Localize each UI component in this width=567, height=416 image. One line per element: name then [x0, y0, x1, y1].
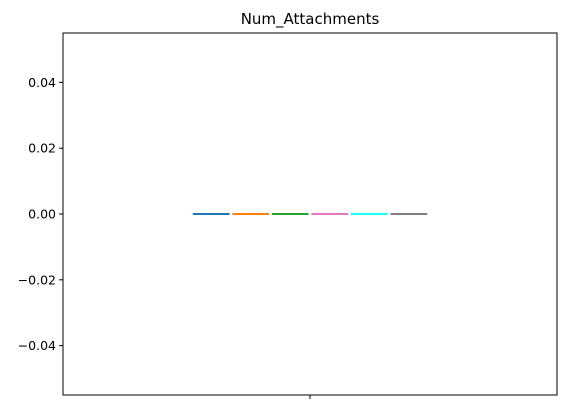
bar [232, 213, 270, 215]
bar [350, 213, 388, 215]
chart-title: Num_Attachments [241, 10, 380, 29]
y-tick-label: 0.04 [28, 75, 56, 90]
bar-group [192, 213, 428, 215]
y-tick-label: −0.04 [18, 338, 56, 353]
bar [271, 213, 309, 215]
y-tick-label: 0.02 [28, 141, 56, 156]
plot-area [62, 32, 558, 396]
bar [390, 213, 428, 215]
bar [311, 213, 349, 215]
y-axis: 0.04 0.02 0.00 −0.02 −0.04 [18, 75, 63, 353]
bar [192, 213, 230, 215]
y-tick-label: −0.02 [18, 272, 56, 287]
y-tick-label: 0.00 [28, 207, 56, 222]
